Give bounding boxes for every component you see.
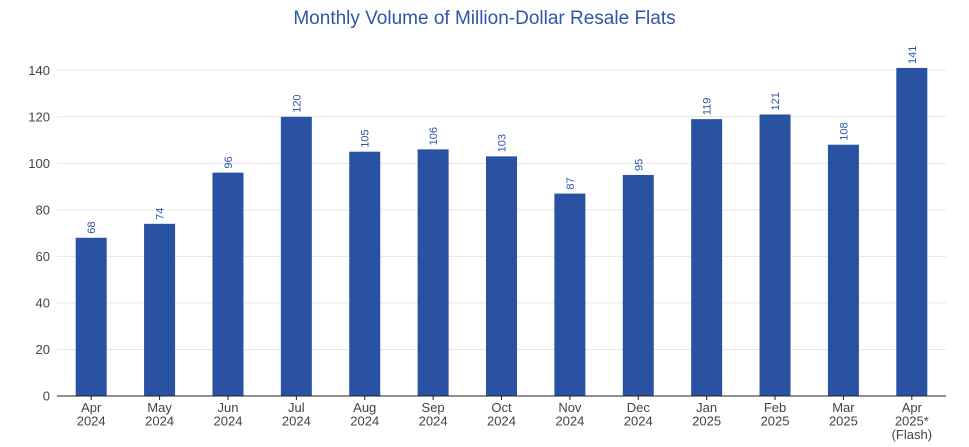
y-tick-label: 120 xyxy=(28,109,50,124)
data-label: 121 xyxy=(770,92,782,110)
data-label: 74 xyxy=(155,208,167,220)
x-tick-label: Sep xyxy=(422,400,445,415)
data-label: 141 xyxy=(907,46,919,64)
data-label: 119 xyxy=(702,98,714,116)
x-tick-label: 2024 xyxy=(624,414,653,429)
y-tick-label: 100 xyxy=(28,156,50,171)
x-tick-label: 2025 xyxy=(829,414,858,429)
x-tick-label: Jan xyxy=(696,400,717,415)
y-tick-label: 60 xyxy=(36,249,50,264)
x-tick-label: Nov xyxy=(558,400,582,415)
bar xyxy=(144,223,176,396)
y-tick-label: 40 xyxy=(36,295,50,310)
x-tick-label: 2025* xyxy=(895,414,929,429)
x-tick-label: Mar xyxy=(832,400,855,415)
y-tick-label: 140 xyxy=(28,63,50,78)
x-tick-label: 2024 xyxy=(555,414,584,429)
x-tick-label: Dec xyxy=(627,400,651,415)
data-label: 87 xyxy=(565,177,577,189)
data-label: 96 xyxy=(223,156,235,168)
x-tick-label: Jun xyxy=(217,400,238,415)
bar xyxy=(896,67,928,396)
y-tick-label: 20 xyxy=(36,342,50,357)
x-tick-label: 2025 xyxy=(761,414,790,429)
bar xyxy=(622,174,654,396)
x-tick-label: 2024 xyxy=(350,414,379,429)
bar xyxy=(349,151,381,396)
y-tick-label: 0 xyxy=(43,389,50,404)
x-tick-label: (Flash) xyxy=(892,427,932,442)
data-label: 68 xyxy=(86,222,98,234)
x-tick-label: 2024 xyxy=(419,414,448,429)
x-tick-label: 2025 xyxy=(692,414,721,429)
x-tick-label: Aug xyxy=(353,400,376,415)
bars xyxy=(75,67,928,397)
bar xyxy=(691,119,723,397)
y-tick-label: 80 xyxy=(36,202,50,217)
bar xyxy=(554,193,586,396)
x-tick-label: Apr xyxy=(81,400,102,415)
x-tick-label: 2024 xyxy=(282,414,311,429)
chart-title: Monthly Volume of Million-Dollar Resale … xyxy=(293,8,676,29)
y-axis-ticks: 0 20 40 60 80 100 120 140 xyxy=(28,63,50,404)
x-tick-label: Jul xyxy=(288,400,305,415)
bar xyxy=(417,149,449,396)
data-label: 120 xyxy=(291,94,303,112)
data-label: 95 xyxy=(633,159,645,171)
x-tick-label: Feb xyxy=(764,400,786,415)
x-tick-label: 2024 xyxy=(77,414,106,429)
x-axis-ticks: Apr2024May2024Jun2024Jul2024Aug2024Sep20… xyxy=(77,396,932,442)
x-tick-label: Apr xyxy=(902,400,923,415)
bar xyxy=(280,116,312,397)
x-tick-label: May xyxy=(147,400,172,415)
x-tick-label: 2024 xyxy=(487,414,516,429)
data-label: 106 xyxy=(428,127,440,145)
x-tick-label: 2024 xyxy=(145,414,174,429)
x-tick-label: Oct xyxy=(491,400,512,415)
bar xyxy=(486,156,517,396)
bar xyxy=(75,237,107,396)
bar xyxy=(212,172,244,396)
bar xyxy=(827,144,859,396)
data-label: 108 xyxy=(838,122,850,140)
bar xyxy=(759,114,791,397)
data-label: 105 xyxy=(360,129,372,147)
data-label: 103 xyxy=(497,134,509,152)
x-tick-label: 2024 xyxy=(214,414,243,429)
data-labels: 68 74 96 120 105 106 103 87 95 119 121 108 141 xyxy=(86,46,919,234)
